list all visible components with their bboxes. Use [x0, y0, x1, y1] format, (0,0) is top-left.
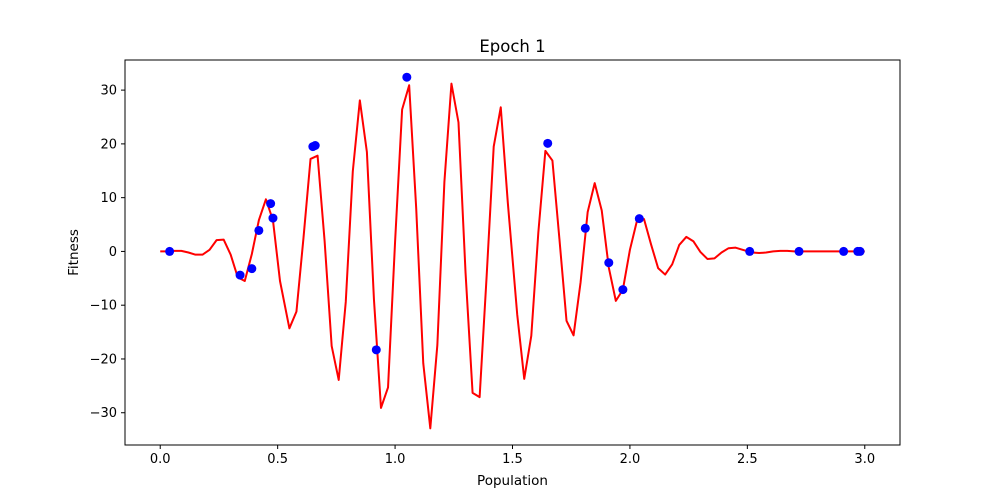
y-tick-label: −30	[90, 406, 117, 421]
chart-title: Epoch 1	[479, 37, 545, 56]
y-tick-label: 30	[100, 84, 117, 99]
x-tick-label: 0.0	[150, 452, 171, 467]
x-tick-label: 1.5	[502, 452, 523, 467]
scatter-point	[402, 72, 412, 82]
scatter-point	[247, 264, 257, 274]
scatter-point	[855, 246, 865, 256]
scatter-point	[235, 270, 245, 280]
x-tick-label: 3.0	[854, 452, 875, 467]
scatter-point	[266, 199, 276, 209]
y-tick-label: 20	[100, 137, 117, 152]
plot-marks	[160, 72, 865, 430]
series-line	[160, 82, 865, 430]
scatter-point	[371, 345, 381, 355]
scatter-point	[618, 285, 628, 295]
scatter-point	[310, 141, 320, 150]
scatter-point	[634, 214, 644, 224]
scatter-point	[839, 246, 849, 256]
x-tick-label: 2.0	[620, 452, 641, 467]
x-tick-label: 0.5	[267, 452, 288, 467]
scatter-point	[604, 258, 614, 268]
scatter-point	[794, 246, 804, 256]
scatter-point	[745, 246, 755, 256]
scatter-point	[268, 213, 278, 223]
scatter-point	[254, 225, 264, 235]
scatter-point	[580, 223, 590, 233]
x-tick-label: 1.0	[385, 452, 406, 467]
y-tick-label: −20	[90, 352, 117, 367]
scatter-point	[543, 138, 553, 148]
y-axis-label: Fitness	[66, 229, 82, 276]
y-tick-label: 0	[109, 245, 117, 260]
axes: 0.0 0.5 1.0 1.5 2.0 2.5 3.0 −30 −20 −10 0 10 20 30	[90, 59, 901, 467]
scatter-point	[165, 246, 175, 256]
x-axis-label: Population	[477, 473, 548, 489]
y-axis-ticks: −30 −20 −10 0 10 20 30	[90, 84, 125, 421]
y-tick-label: 10	[100, 191, 117, 206]
x-tick-label: 2.5	[737, 452, 758, 467]
y-tick-label: −10	[90, 299, 117, 314]
x-axis-ticks: 0.0 0.5 1.0 1.5 2.0 2.5 3.0	[150, 445, 875, 467]
